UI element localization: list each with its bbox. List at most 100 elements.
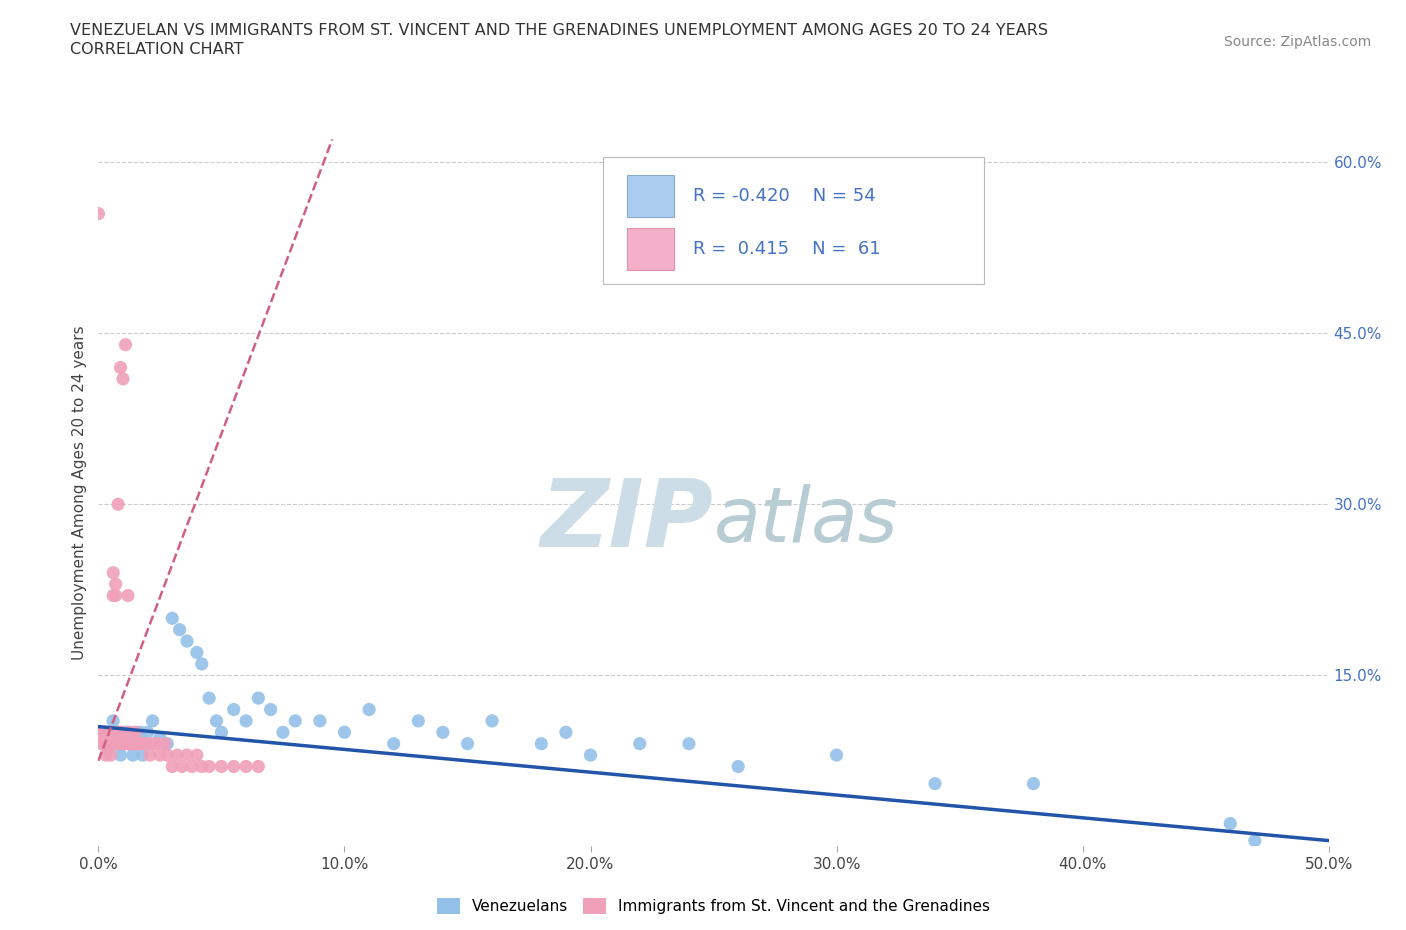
Point: [114, 737, 136, 751]
Text: R =  0.415    N =  61: R = 0.415 N = 61: [693, 240, 880, 258]
Point: [117, 737, 139, 751]
Point: [112, 737, 135, 751]
Point: [169, 622, 191, 637]
Point: [191, 657, 214, 671]
FancyBboxPatch shape: [627, 228, 675, 271]
Point: [103, 565, 125, 580]
Point: [97, 724, 120, 739]
Point: [107, 497, 129, 512]
Point: [112, 371, 135, 386]
Point: [93, 724, 115, 739]
Point: [172, 759, 194, 774]
Point: [93, 737, 115, 751]
Point: [103, 737, 125, 751]
Point: [271, 724, 294, 739]
Point: [122, 737, 145, 751]
Point: [924, 777, 946, 791]
Point: [247, 691, 270, 706]
Point: [120, 737, 142, 751]
Point: [181, 759, 204, 774]
Text: atlas: atlas: [714, 485, 898, 558]
Point: [139, 748, 162, 763]
Point: [100, 724, 122, 739]
Point: [162, 611, 183, 626]
Point: [205, 713, 228, 728]
Point: [309, 713, 332, 728]
Point: [110, 360, 132, 375]
Point: [129, 724, 152, 739]
Text: ZIP: ZIP: [541, 475, 714, 567]
Point: [408, 713, 430, 728]
Text: R = -0.420    N = 54: R = -0.420 N = 54: [693, 187, 876, 205]
Point: [176, 748, 198, 763]
Point: [114, 338, 136, 352]
Point: [456, 737, 478, 751]
FancyBboxPatch shape: [603, 157, 984, 285]
Point: [110, 748, 132, 763]
Point: [94, 724, 117, 739]
Point: [124, 737, 146, 751]
Point: [127, 737, 149, 751]
Point: [87, 731, 110, 746]
Point: [107, 724, 129, 739]
Point: [117, 588, 139, 603]
Point: [235, 759, 257, 774]
Point: [142, 737, 165, 751]
Point: [211, 724, 233, 739]
Point: [191, 759, 214, 774]
Point: [211, 759, 233, 774]
Point: [142, 713, 165, 728]
Point: [555, 724, 578, 739]
Point: [530, 737, 553, 751]
Point: [186, 645, 208, 660]
Point: [222, 702, 245, 717]
Point: [628, 737, 651, 751]
Point: [87, 206, 110, 221]
Point: [114, 724, 136, 739]
Text: VENEZUELAN VS IMMIGRANTS FROM ST. VINCENT AND THE GRENADINES UNEMPLOYMENT AMONG : VENEZUELAN VS IMMIGRANTS FROM ST. VINCEN…: [70, 23, 1049, 38]
Point: [333, 724, 356, 739]
Point: [100, 724, 122, 739]
Point: [104, 588, 127, 603]
Point: [110, 724, 132, 739]
Point: [222, 759, 245, 774]
Point: [87, 724, 110, 739]
Point: [97, 742, 120, 757]
Point: [107, 737, 129, 751]
Point: [359, 702, 381, 717]
Point: [104, 577, 127, 591]
Point: [104, 737, 127, 751]
Point: [1022, 777, 1045, 791]
Point: [132, 748, 155, 763]
Point: [186, 748, 208, 763]
Point: [156, 748, 179, 763]
Point: [112, 737, 135, 751]
Point: [284, 713, 307, 728]
Point: [120, 737, 142, 751]
Point: [93, 731, 115, 746]
FancyBboxPatch shape: [627, 175, 675, 218]
Point: [94, 724, 117, 739]
Point: [90, 737, 112, 751]
Point: [156, 737, 179, 751]
Point: [260, 702, 283, 717]
Point: [198, 691, 221, 706]
Point: [162, 759, 183, 774]
Point: [678, 737, 700, 751]
Point: [132, 737, 155, 751]
Point: [136, 724, 159, 739]
Point: [129, 737, 152, 751]
Point: [146, 737, 169, 751]
Point: [134, 737, 156, 751]
Point: [382, 737, 405, 751]
Point: [176, 633, 198, 648]
Point: [94, 731, 117, 746]
Point: [579, 748, 602, 763]
Text: CORRELATION CHART: CORRELATION CHART: [70, 42, 243, 57]
Point: [117, 724, 139, 739]
Text: Source: ZipAtlas.com: Source: ZipAtlas.com: [1223, 35, 1371, 49]
Point: [122, 748, 145, 763]
Point: [90, 724, 112, 739]
Point: [120, 724, 142, 739]
Y-axis label: Unemployment Among Ages 20 to 24 years: Unemployment Among Ages 20 to 24 years: [72, 326, 87, 660]
